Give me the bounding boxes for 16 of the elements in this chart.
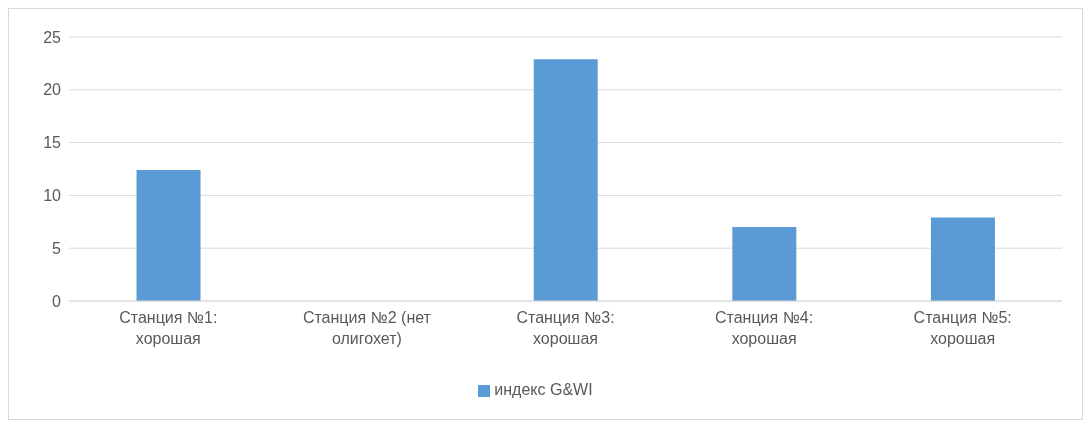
bar [732, 227, 797, 301]
y-tick-label: 20 [43, 81, 62, 99]
y-tick-label: 25 [43, 28, 62, 46]
x-tick-label: Станция №4: хорошая [715, 309, 814, 347]
y-tick-label: 10 [43, 187, 62, 205]
y-tick-label: 0 [52, 292, 62, 310]
bar [533, 59, 598, 301]
y-tick-label: 15 [43, 134, 62, 152]
x-tick-label: Станция №5: хорошая [913, 309, 1012, 347]
x-tick-label: Станция №3: хорошая [516, 309, 615, 347]
x-tick-label: Станция №1: хорошая [119, 309, 218, 347]
legend-label: индекс G&WI [494, 381, 593, 398]
bar [930, 217, 995, 301]
x-tick-label: Станция №2 (нет олигохет) [302, 309, 432, 347]
y-tick-label: 5 [52, 239, 62, 257]
bar [136, 170, 201, 301]
